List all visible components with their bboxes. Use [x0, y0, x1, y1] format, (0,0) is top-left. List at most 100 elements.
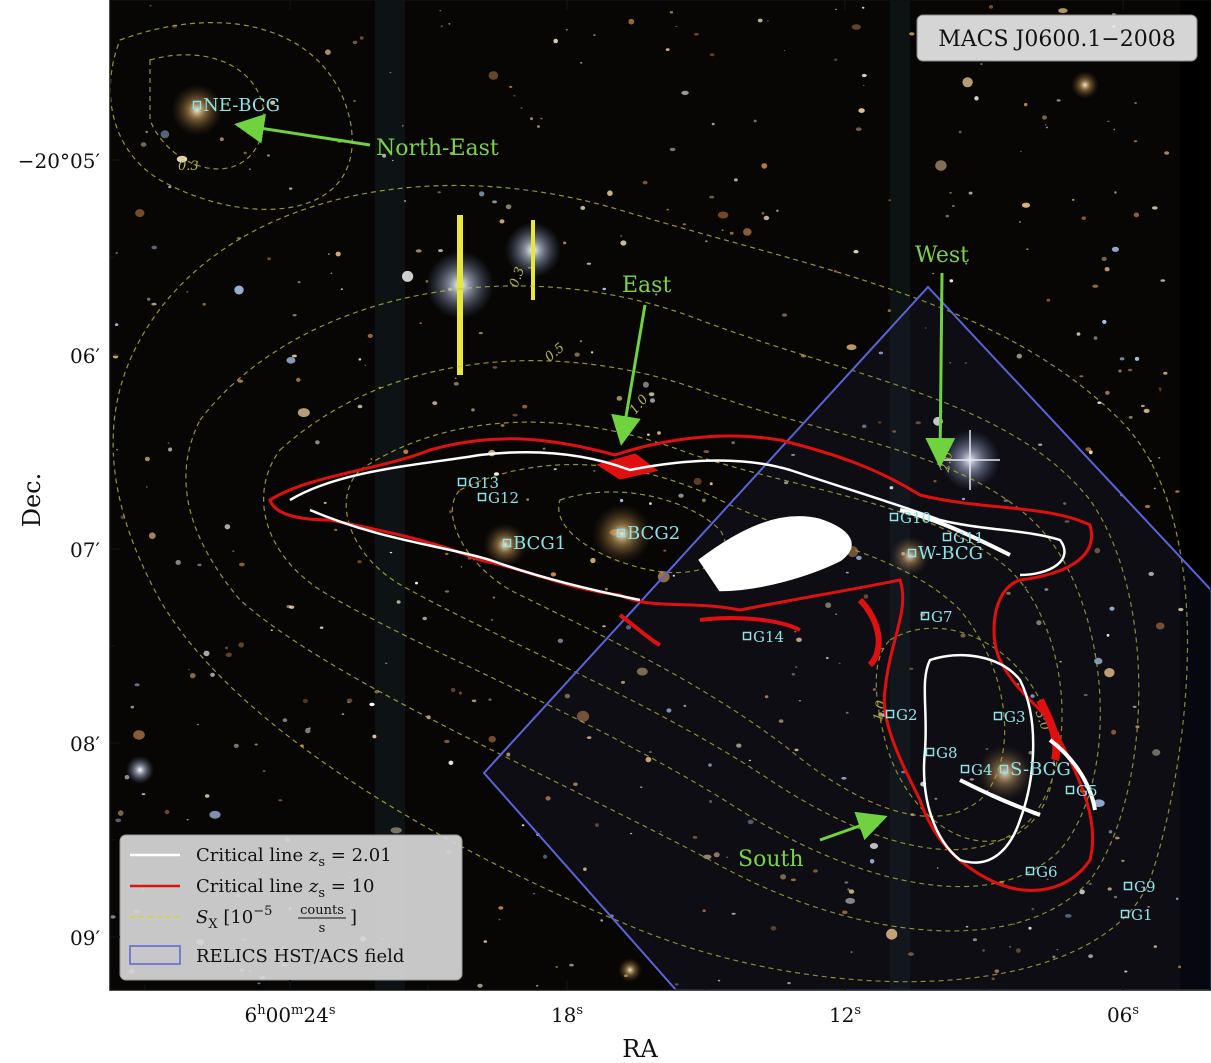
- field-galaxy: [319, 626, 324, 629]
- field-galaxy: [1009, 946, 1011, 948]
- field-galaxy: [419, 322, 423, 324]
- field-galaxy: [593, 34, 596, 36]
- field-galaxy: [683, 704, 687, 708]
- field-galaxy: [168, 185, 172, 189]
- field-galaxy: [1111, 246, 1119, 252]
- y-tick-label: 06′: [70, 344, 100, 368]
- field-galaxy: [731, 912, 736, 915]
- field-galaxy: [858, 108, 865, 113]
- field-galaxy: [1144, 504, 1151, 509]
- field-galaxy: [500, 424, 505, 427]
- field-galaxy: [703, 854, 712, 859]
- field-galaxy: [1104, 668, 1115, 678]
- field-galaxy: [540, 117, 543, 120]
- field-galaxy: [117, 810, 124, 816]
- field-galaxy: [1081, 216, 1086, 220]
- field-galaxy: [291, 354, 297, 358]
- field-galaxy: [543, 854, 548, 859]
- field-galaxy: [590, 351, 594, 354]
- field-galaxy: [440, 25, 444, 28]
- legend-xray-denominator: s: [319, 921, 326, 936]
- galaxy-marker-w-bcg: [907, 548, 917, 558]
- field-galaxy: [763, 215, 770, 221]
- field-galaxy: [270, 629, 273, 631]
- field-galaxy: [186, 291, 189, 293]
- field-galaxy: [1046, 298, 1051, 302]
- field-galaxy: [512, 413, 518, 417]
- galaxy-marker-g5: [1065, 785, 1075, 795]
- field-galaxy: [620, 240, 627, 246]
- field-galaxy: [1101, 256, 1107, 261]
- field-galaxy: [219, 137, 224, 141]
- field-galaxy: [736, 743, 742, 748]
- field-galaxy: [574, 352, 580, 357]
- field-galaxy: [825, 656, 829, 660]
- arrow-north-east: [234, 113, 371, 147]
- field-galaxy: [648, 392, 655, 397]
- field-galaxy: [709, 195, 715, 199]
- field-galaxy: [663, 549, 667, 552]
- field-galaxy: [565, 29, 568, 31]
- field-galaxy: [389, 551, 393, 554]
- field-galaxy: [530, 117, 533, 121]
- field-galaxy: [1121, 859, 1125, 862]
- field-galaxy: [717, 211, 729, 219]
- field-galaxy: [1071, 198, 1075, 201]
- field-galaxy: [141, 793, 146, 796]
- field-galaxy: [991, 977, 995, 981]
- field-galaxy: [557, 638, 564, 643]
- field-galaxy: [813, 869, 818, 873]
- field-galaxy: [492, 366, 498, 369]
- field-galaxy: [1013, 923, 1016, 925]
- field-galaxy: [1113, 895, 1118, 899]
- field-galaxy: [1128, 415, 1133, 419]
- x-tick-label: 18s: [551, 1003, 583, 1027]
- field-galaxy: [190, 673, 196, 679]
- field-galaxy: [282, 718, 288, 723]
- field-galaxy: [1044, 588, 1049, 591]
- y-tick-label: 09′: [70, 926, 100, 950]
- field-galaxy: [401, 124, 404, 127]
- field-galaxy: [669, 11, 674, 14]
- field-galaxy: [370, 458, 373, 460]
- field-galaxy: [1106, 633, 1110, 637]
- field-galaxy: [369, 702, 375, 707]
- field-galaxy: [1133, 212, 1140, 218]
- field-galaxy: [702, 498, 706, 503]
- field-galaxy: [649, 398, 656, 403]
- field-galaxy: [203, 650, 210, 657]
- field-galaxy: [186, 819, 189, 821]
- field-galaxy: [520, 107, 523, 109]
- field-galaxy: [703, 450, 710, 454]
- field-galaxy: [834, 8, 838, 11]
- field-galaxy: [909, 32, 915, 36]
- field-galaxy: [110, 915, 116, 919]
- field-galaxy: [761, 163, 768, 169]
- field-galaxy: [1016, 722, 1019, 725]
- field-galaxy: [330, 272, 333, 274]
- field-galaxy: [248, 168, 251, 170]
- field-galaxy: [629, 832, 633, 835]
- hst-acs-field: [482, 285, 1211, 990]
- field-galaxy: [908, 952, 914, 956]
- field-galaxy: [384, 662, 388, 664]
- field-galaxy: [764, 695, 769, 699]
- field-galaxy: [665, 48, 670, 51]
- field-galaxy: [243, 151, 247, 155]
- field-galaxy: [862, 84, 865, 86]
- field-galaxy: [678, 493, 684, 498]
- galaxy-marker-g4: [960, 764, 970, 774]
- field-galaxy: [1164, 151, 1170, 155]
- field-galaxy: [655, 293, 658, 296]
- field-galaxy: [498, 918, 501, 921]
- field-galaxy: [483, 940, 488, 943]
- field-galaxy: [209, 810, 221, 819]
- galaxy-label-g4: G4: [971, 761, 993, 779]
- field-galaxy: [850, 951, 853, 953]
- field-galaxy: [887, 309, 891, 313]
- legend-hst-field: RELICS HST/ACS field: [196, 946, 404, 967]
- field-galaxy: [659, 831, 662, 833]
- field-galaxy: [705, 240, 708, 243]
- galaxy-marker-g6: [1025, 866, 1035, 876]
